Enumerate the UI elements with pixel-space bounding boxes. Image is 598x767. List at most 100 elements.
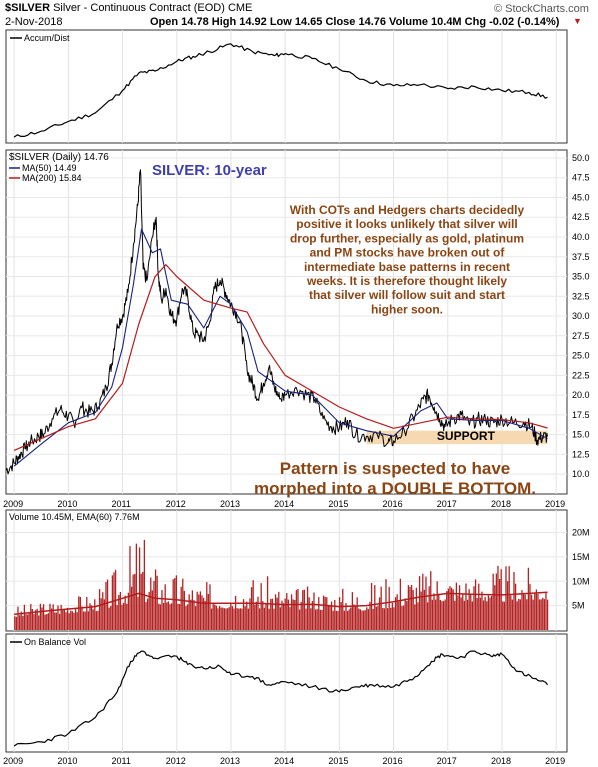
volume-bar [290,594,293,630]
volume-bar [126,603,128,630]
volume-bar [444,599,446,630]
volume-bar [351,592,354,630]
volume-bar [518,598,520,630]
accum-dist-panel [5,29,568,144]
volume-bar [463,600,466,630]
price-y-tick-label: 27.5 [572,331,590,341]
volume-bar [425,576,427,630]
volume-bar [490,595,493,630]
volume-bar [95,611,98,630]
volume-bar [265,603,267,630]
volume-bar [521,590,523,630]
volume-bar [500,569,502,630]
volume-bar [305,608,307,630]
obv-x-tick-label: 2009 [3,756,23,766]
volume-bar [364,610,366,630]
volume-bar [175,575,178,630]
volume-bar [124,595,126,630]
volume-bar [385,579,387,630]
volume-bar [217,608,219,630]
volume-bar [140,573,142,630]
volume-bar [452,589,454,630]
volume-bar [26,614,29,630]
volume-bar [511,599,514,630]
price-y-tick-label: 45.0 [572,192,590,202]
price-x-tick-label: 2009 [3,499,23,509]
pattern-text: Pattern is suspected to have morphed into… [254,459,536,498]
volume-bar [514,583,517,630]
volume-bar [326,597,328,630]
volume-bar [372,608,374,630]
volume-bar [353,604,355,630]
volume-bar [119,592,122,630]
volume-bar [62,609,64,630]
volume-bar [428,586,430,630]
volume-bar [426,602,429,630]
volume-bar [332,610,334,630]
volume-bar [159,604,162,630]
volume-bar [220,607,222,630]
volume-bar [55,612,58,630]
volume-bar [273,608,275,630]
volume-bar [313,592,315,630]
down-arrow-icon: ▼ [573,16,582,26]
volume-bar [546,599,549,630]
volume-bar [242,599,245,630]
volume-bar [390,607,392,630]
volume-bar [57,605,59,630]
volume-bar [71,611,74,630]
volume-bar [316,609,318,630]
ma200-legend: MA(200) 15.84 [22,173,82,183]
volume-bar [226,608,229,630]
volume-bar [223,608,226,630]
volume-bar [129,546,131,630]
volume-bar [130,586,133,630]
volume-bar [343,610,346,630]
watermark: © StockCharts.com [494,3,589,15]
price-y-tick-label: 50.0 [572,153,590,163]
volume-bar [334,599,336,630]
volume-bar [543,599,546,630]
volume-bar [471,601,474,630]
volume-bar [529,584,531,630]
volume-bar [142,571,144,630]
volume-bar [54,612,56,630]
volume-bar [164,584,166,630]
volume-bar [58,613,61,630]
volume-bar [358,608,360,630]
volume-bar [118,594,120,630]
volume-bar [274,594,277,630]
volume-bar [495,573,498,630]
volume-bar [482,600,485,630]
volume-bar [348,609,350,630]
volume-bar [78,596,80,630]
volume-bar [434,599,437,630]
volume-bar [534,593,536,630]
volume-bar [382,607,384,630]
price-y-tick-label: 10.0 [572,469,590,479]
volume-bar [466,599,469,630]
volume-bar [356,597,358,630]
volume-bar [28,613,30,630]
volume-bar [458,585,461,630]
volume-bar [143,539,146,630]
price-x-tick-label: 2012 [166,499,186,509]
accum-dist-legend: Accum/Dist [24,33,70,43]
volume-bar [145,602,147,630]
volume-bar [66,607,69,630]
volume-bar [206,582,208,630]
volume-bar [308,597,310,630]
price-x-tick-label: 2014 [274,499,294,509]
volume-bar [310,608,312,630]
volume-bar [225,608,227,630]
volume-bar [158,603,160,630]
volume-bar [170,603,173,630]
volume-bar [76,612,78,630]
volume-bar [476,598,478,630]
volume-bar [193,600,195,630]
volume-bar [97,610,99,630]
obv-x-tick-label: 2010 [57,756,77,766]
volume-bar [345,603,347,630]
volume-bar [102,592,104,630]
volume-bar [127,592,130,630]
